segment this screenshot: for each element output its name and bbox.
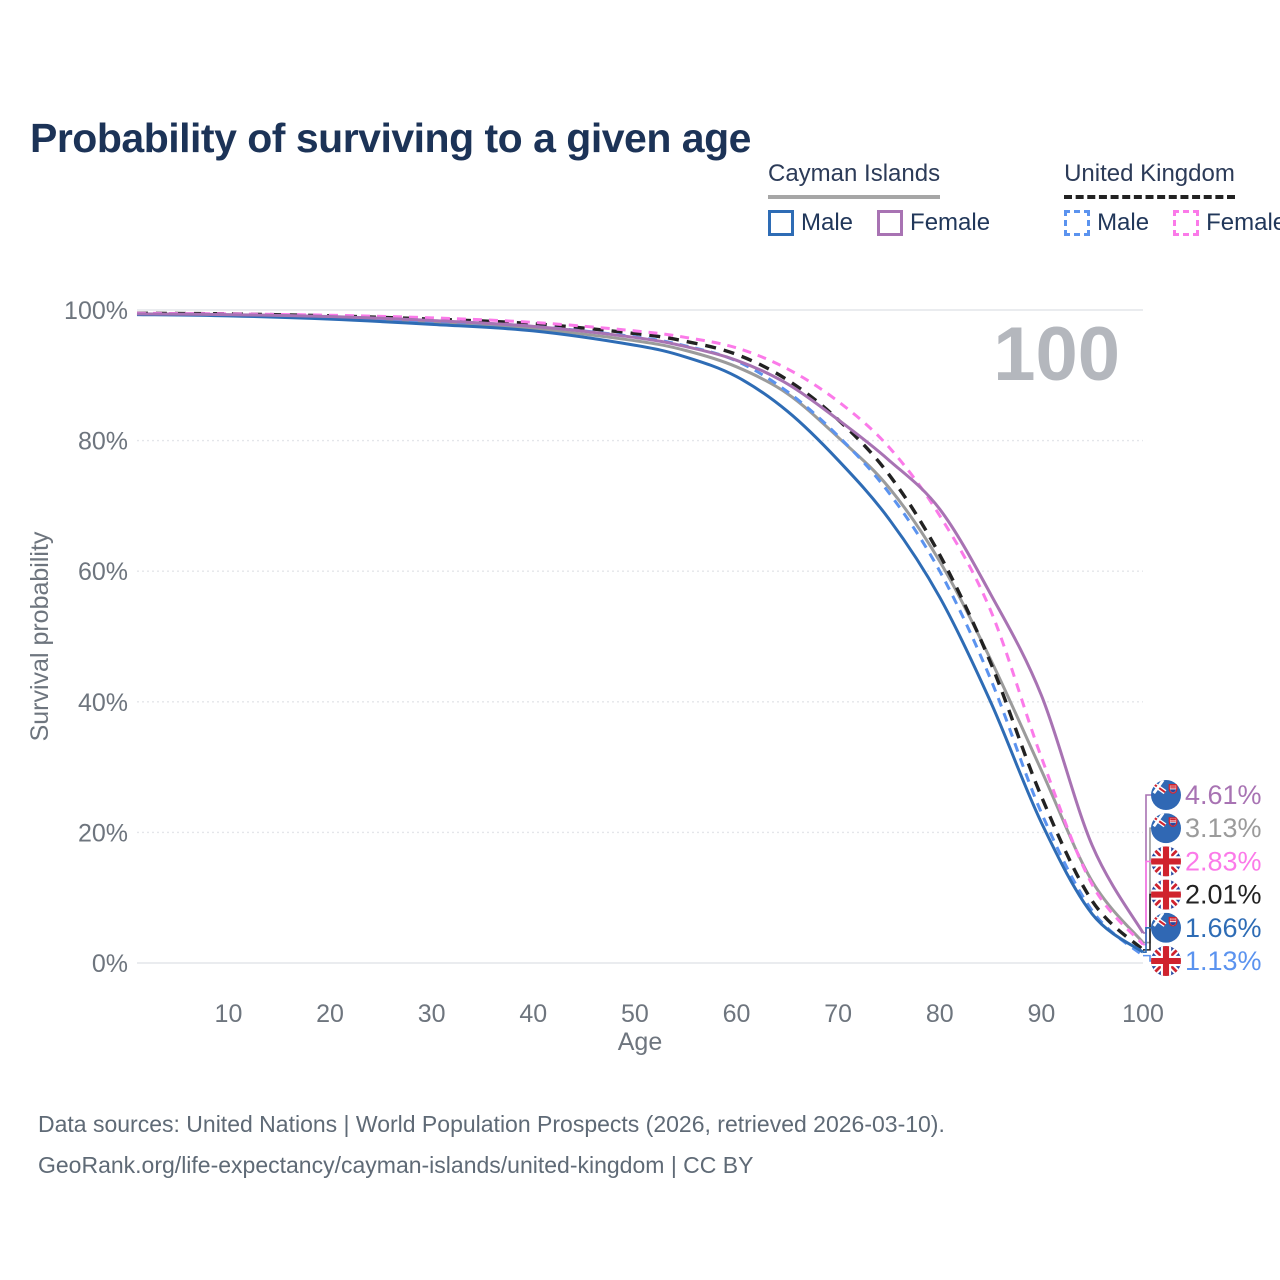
series-line-ci-all — [136, 312, 1145, 944]
united-kingdom-flag-icon — [1151, 846, 1181, 876]
legend-group-cayman-islands: Cayman Islands Male Female — [768, 160, 990, 237]
series-line-ci-male — [136, 313, 1144, 954]
y-tick-label: 20% — [78, 819, 128, 847]
y-tick-label: 0% — [92, 950, 128, 978]
cayman-male-swatch-icon — [768, 210, 794, 236]
series-line-uk-male — [136, 312, 1144, 957]
series-line-uk-all — [136, 311, 1145, 952]
uk-male-swatch-icon — [1064, 210, 1091, 236]
united-kingdom-flag-icon — [1151, 946, 1181, 976]
end-value-label-uk-all: 2.01% — [1185, 880, 1262, 910]
x-tick-label: 70 — [824, 1000, 852, 1028]
end-value-label-uk-male: 1.13% — [1185, 946, 1262, 976]
y-tick-label: 40% — [78, 689, 128, 717]
legend-group-united-kingdom: United Kingdom Male Female — [1064, 160, 1280, 237]
x-tick-label: 90 — [1027, 1000, 1055, 1028]
series-line-ci-female — [136, 312, 1145, 934]
chart-legend: Cayman Islands Male Female United Kingdo… — [768, 160, 1280, 237]
x-tick-label: 80 — [926, 1000, 954, 1028]
legend-item-label: Male — [1097, 209, 1150, 236]
cayman-islands-flag-icon — [1149, 813, 1181, 843]
x-tick-label: 100 — [1122, 1000, 1164, 1028]
x-axis-title: Age — [618, 1028, 662, 1056]
legend-item-uk-female: Female — [1173, 209, 1280, 237]
leader-line-ci-male — [1143, 927, 1152, 953]
leader-line-uk-female — [1143, 860, 1152, 946]
end-value-label-ci-all: 3.13% — [1185, 813, 1262, 843]
leader-line-uk-all — [1143, 893, 1152, 951]
legend-item-label: Male — [801, 209, 854, 236]
age-watermark-label: 100 — [993, 312, 1120, 397]
uk-female-swatch-icon — [1173, 210, 1200, 236]
united-kingdom-flag-icon — [1151, 880, 1181, 910]
x-tick-label: 50 — [621, 1000, 649, 1028]
legend-group-title-cayman-islands: Cayman Islands — [768, 160, 941, 199]
end-value-label-ci-male: 1.66% — [1185, 913, 1262, 943]
x-tick-label: 30 — [418, 1000, 446, 1028]
legend-item-label: Female — [910, 209, 991, 236]
legend-item-label: Female — [1206, 209, 1280, 236]
cayman-islands-flag-icon — [1149, 913, 1181, 943]
legend-group-title-united-kingdom: United Kingdom — [1064, 160, 1235, 199]
x-tick-label: 10 — [215, 1000, 243, 1028]
legend-item-cayman-female: Female — [877, 209, 990, 237]
x-tick-label: 40 — [519, 1000, 547, 1028]
end-value-label-ci-female: 4.61% — [1185, 780, 1262, 810]
legend-item-cayman-male: Male — [768, 209, 853, 237]
series-line-uk-female — [136, 311, 1145, 946]
leader-line-uk-male — [1143, 954, 1152, 962]
y-tick-label: 80% — [78, 428, 128, 456]
cayman-female-swatch-icon — [877, 210, 904, 236]
cayman-islands-flag-icon — [1149, 780, 1181, 810]
y-tick-label: 100% — [64, 297, 128, 325]
x-tick-label: 60 — [723, 1000, 751, 1028]
page-title: Probability of surviving to a given age — [30, 115, 751, 162]
data-sources-text: Data sources: United Nations | World Pop… — [38, 1111, 945, 1137]
x-tick-label: 20 — [316, 1000, 344, 1028]
y-tick-label: 60% — [78, 558, 128, 586]
attribution-text: GeoRank.org/life-expectancy/cayman-islan… — [38, 1152, 754, 1178]
chart-footer: Data sources: United Nations | World Pop… — [38, 1104, 945, 1186]
end-value-label-uk-female: 2.83% — [1185, 846, 1262, 876]
legend-item-uk-male: Male — [1064, 209, 1149, 237]
y-axis-title: Survival probability — [26, 531, 54, 741]
